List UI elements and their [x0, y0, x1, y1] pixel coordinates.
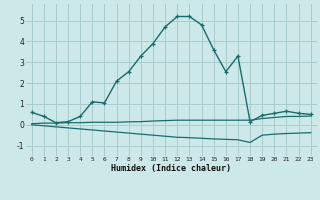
X-axis label: Humidex (Indice chaleur): Humidex (Indice chaleur) — [111, 164, 231, 173]
